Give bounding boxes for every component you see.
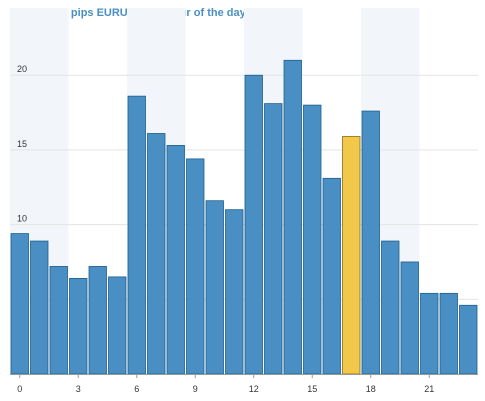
- x-tick-label: 12: [249, 384, 259, 394]
- y-tick-label: 20: [17, 64, 27, 74]
- bar: [30, 240, 49, 375]
- bar: [147, 133, 166, 375]
- bar: [381, 240, 400, 375]
- bar-highlighted: [342, 136, 361, 375]
- bar: [108, 276, 127, 375]
- bar: [303, 104, 322, 375]
- x-tick-label: 18: [366, 384, 376, 394]
- bar: [361, 110, 380, 375]
- bar: [322, 177, 341, 375]
- x-tick-label: 15: [307, 384, 317, 394]
- x-tick-label: 0: [17, 384, 22, 394]
- x-tick-label: 21: [424, 384, 434, 394]
- x-tick-label: 9: [193, 384, 198, 394]
- bar: [439, 292, 458, 375]
- bar: [225, 209, 244, 375]
- bar: [205, 200, 224, 375]
- bar: [69, 277, 88, 375]
- bar: [264, 103, 283, 375]
- bar: [459, 304, 478, 375]
- bar: [127, 95, 146, 375]
- bar: [49, 266, 68, 375]
- x-tick-label: 6: [134, 384, 139, 394]
- y-tick-label: 10: [17, 214, 27, 224]
- x-tick-label: 3: [76, 384, 81, 394]
- bar: [10, 233, 29, 375]
- bar: [244, 74, 263, 375]
- bar: [166, 145, 185, 375]
- bar: [420, 292, 439, 375]
- y-tick-label: 15: [17, 139, 27, 149]
- bar: [88, 266, 107, 375]
- bar: [186, 158, 205, 375]
- bar: [283, 59, 302, 375]
- bar: [400, 261, 419, 375]
